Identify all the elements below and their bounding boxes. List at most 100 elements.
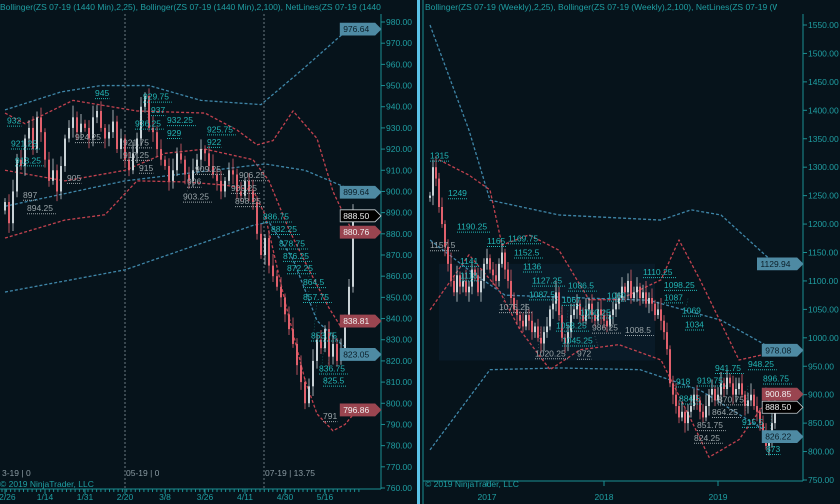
bb25-lower-band bbox=[4, 180, 358, 432]
candle-body bbox=[148, 96, 150, 128]
candle-body bbox=[112, 121, 114, 133]
netline-label-high: 948.25 bbox=[748, 359, 774, 369]
netline-label-low: 905 bbox=[67, 173, 81, 183]
candle-body bbox=[702, 411, 704, 418]
candle-body bbox=[300, 365, 302, 383]
candle-body bbox=[60, 166, 62, 192]
netline-label-low: 791 bbox=[323, 411, 337, 421]
x-tick-label: 3/8 bbox=[159, 492, 171, 502]
candle-body bbox=[96, 110, 98, 118]
netline-leader bbox=[581, 303, 587, 319]
netline-label-high: 932 bbox=[7, 116, 21, 126]
x-tick-label: 5/16 bbox=[317, 492, 334, 502]
candle-body bbox=[480, 280, 482, 293]
y-tick-label: 1300.00 bbox=[808, 162, 839, 172]
candle-body bbox=[549, 309, 551, 327]
candle-body bbox=[164, 159, 166, 167]
candle-body bbox=[528, 315, 530, 321]
candle-body bbox=[627, 280, 629, 293]
netline-leader bbox=[743, 385, 749, 428]
candle-body bbox=[735, 389, 737, 395]
bb25-lower-band bbox=[429, 254, 776, 458]
bb25-upper-band bbox=[4, 99, 354, 233]
candle-body bbox=[44, 132, 46, 160]
candle-body bbox=[216, 174, 218, 181]
candle-body bbox=[606, 320, 608, 327]
candle-body bbox=[80, 123, 82, 133]
candle-body bbox=[693, 394, 695, 407]
candle-body bbox=[28, 127, 30, 139]
candle-body bbox=[438, 178, 440, 207]
candle-body bbox=[280, 286, 282, 298]
netline-leader bbox=[524, 260, 530, 273]
netline-label-high: 836.75 bbox=[319, 363, 345, 373]
netline-label-high: 945 bbox=[95, 88, 109, 98]
y-tick-label: 1400.00 bbox=[808, 105, 839, 115]
candle-body bbox=[576, 303, 578, 310]
candle-body bbox=[564, 337, 566, 344]
left-chart-indicator-header: Bollinger(ZS 07-19 (1440 Min),2,25), Bol… bbox=[0, 2, 382, 12]
y-tick-label: 1100.00 bbox=[808, 276, 838, 286]
netline-label-high: 1086.5 bbox=[568, 281, 594, 291]
candle-body bbox=[441, 207, 443, 225]
netline-label-high: 1060.25 bbox=[580, 308, 611, 318]
candle-body bbox=[220, 180, 222, 192]
netline-label-low: 1157.5 bbox=[430, 240, 456, 250]
netline-leader bbox=[530, 288, 536, 301]
candle-body bbox=[24, 138, 26, 167]
candle-body bbox=[88, 127, 90, 139]
candle-body bbox=[537, 326, 539, 338]
netline-label-high: 921.25 bbox=[11, 138, 37, 148]
netline-label-low: 894.25 bbox=[27, 203, 53, 213]
netline-label-high: 857.75 bbox=[303, 292, 329, 302]
candle-body bbox=[465, 280, 467, 293]
candle-body bbox=[531, 320, 533, 333]
netline-leader bbox=[536, 326, 542, 360]
netline-label-low: 909.25 bbox=[195, 164, 221, 174]
candle-body bbox=[48, 159, 50, 181]
netline-label-high: 872.25 bbox=[287, 263, 313, 273]
candle-body bbox=[288, 314, 290, 330]
y-tick-label: 1250.00 bbox=[808, 191, 839, 201]
candle-body bbox=[100, 110, 102, 128]
candle-body bbox=[756, 406, 758, 412]
netline-label-low: 864.25 bbox=[712, 407, 738, 417]
candle-body bbox=[504, 252, 506, 270]
candle-body bbox=[561, 315, 563, 338]
candle-body bbox=[184, 159, 186, 175]
netline-label-high: 882.25 bbox=[271, 224, 297, 234]
candle-body bbox=[468, 286, 470, 293]
candle-body bbox=[292, 329, 294, 344]
netline-label-high: 915.5 bbox=[742, 417, 764, 427]
price-tag-label: 899.64 bbox=[343, 187, 369, 197]
candle-body bbox=[744, 394, 746, 407]
candle-body bbox=[429, 195, 431, 198]
candle-body bbox=[642, 292, 644, 298]
netline-label-high: 941.75 bbox=[715, 363, 741, 373]
candle-body bbox=[648, 298, 650, 304]
netline-leader bbox=[236, 195, 242, 208]
netline-label-high: 1098.25 bbox=[664, 280, 695, 290]
candle-body bbox=[32, 127, 34, 150]
netline-leader bbox=[136, 114, 142, 130]
candle-body bbox=[432, 167, 434, 196]
candle-body bbox=[64, 138, 66, 167]
netline-leader bbox=[563, 310, 569, 347]
y-tick-label: 1450.00 bbox=[808, 77, 839, 87]
candle-body bbox=[609, 315, 611, 327]
candle-body bbox=[720, 383, 722, 395]
candle-body bbox=[762, 423, 764, 435]
candle-body bbox=[687, 411, 689, 424]
y-tick-label: 840.00 bbox=[386, 314, 412, 324]
candle-body bbox=[172, 170, 174, 181]
netline-label-high: 918 bbox=[676, 376, 690, 386]
candle-body bbox=[176, 153, 178, 171]
candle-body bbox=[489, 258, 491, 270]
candle-body bbox=[92, 117, 94, 139]
y-tick-label: 980.00 bbox=[386, 17, 412, 27]
candle-body bbox=[304, 382, 306, 404]
candle-body bbox=[486, 258, 488, 264]
netline-label-high: 873 bbox=[766, 444, 780, 454]
y-tick-label: 860.00 bbox=[386, 271, 412, 281]
